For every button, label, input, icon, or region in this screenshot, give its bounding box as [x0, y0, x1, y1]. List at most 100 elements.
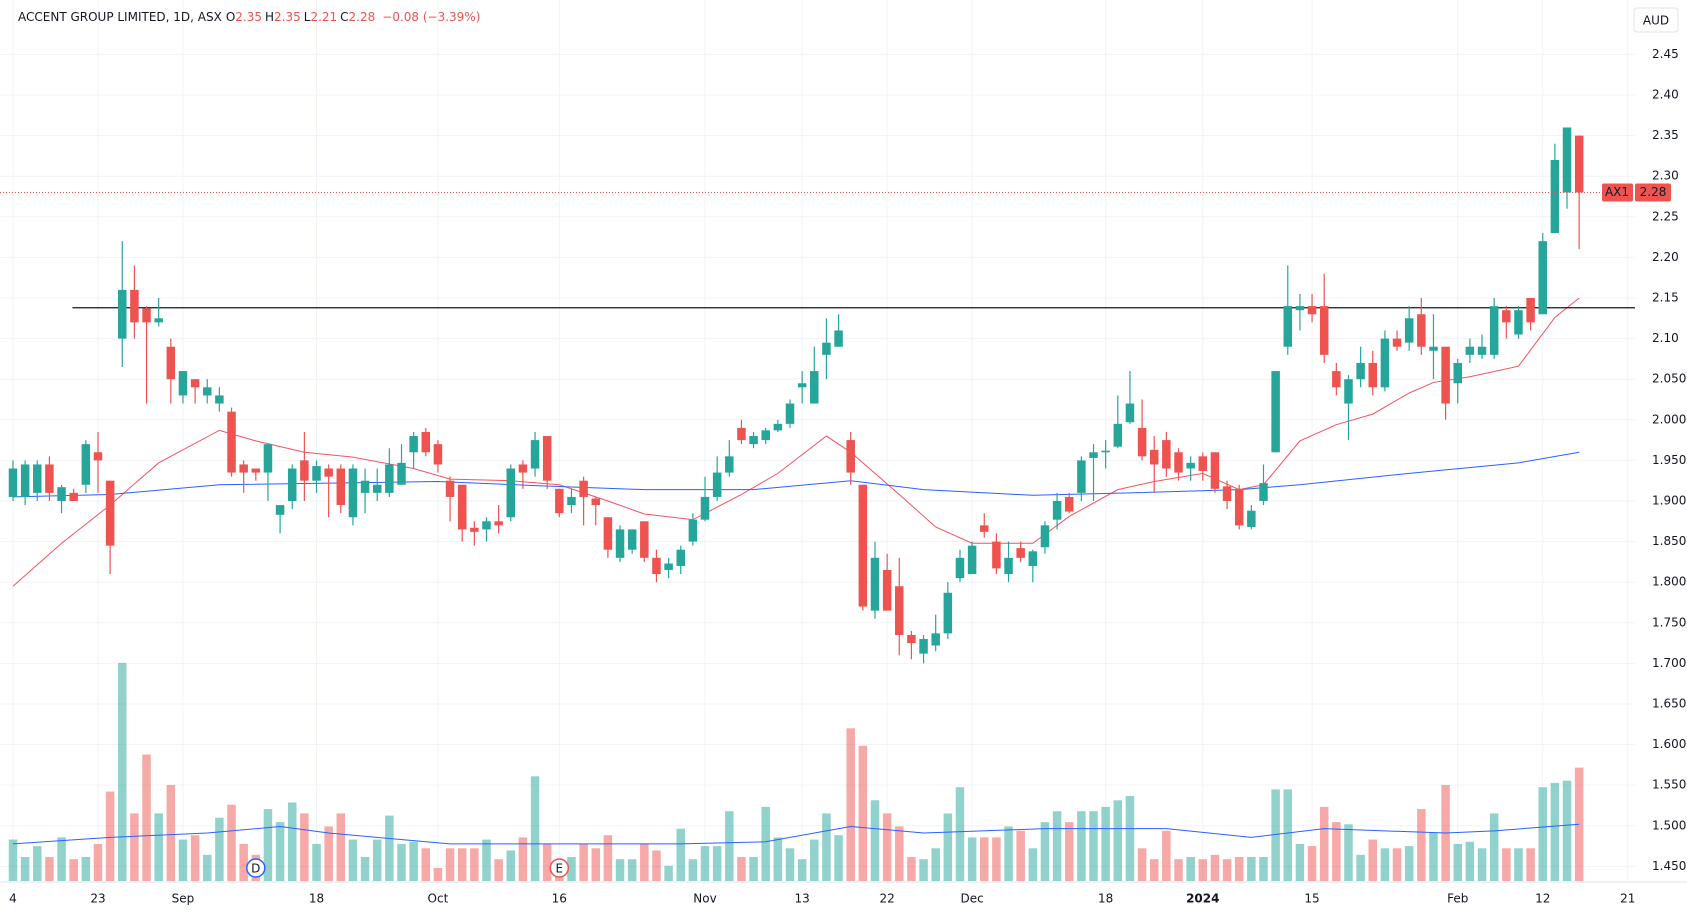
candle-body [227, 411, 236, 473]
volume-bar [445, 848, 455, 881]
candle-body [955, 557, 965, 579]
candle-body [397, 462, 406, 485]
moving-average-line [12, 297, 1580, 587]
volume-bar [20, 857, 30, 881]
currency-label: AUD [1643, 14, 1669, 28]
candle-body [57, 487, 66, 501]
field-value: 2.28 [348, 10, 376, 24]
volume-bar [834, 835, 843, 881]
y-tick-label: 2.25 [1652, 209, 1679, 223]
x-tick-label: 22 [879, 892, 894, 906]
candle-body [1174, 452, 1183, 473]
volume-bar [797, 859, 807, 881]
candle-body [1234, 488, 1244, 526]
candle-body [943, 592, 953, 634]
volume-bar [421, 848, 431, 881]
volume-bar [1016, 830, 1025, 881]
volume-bar [130, 813, 139, 881]
moving-average-line [12, 823, 1580, 845]
candle-body [1465, 346, 1475, 355]
volume-bar [676, 828, 685, 881]
volume-bar [567, 857, 576, 881]
candle-body [591, 498, 600, 506]
volume-bar [1562, 780, 1572, 881]
candle-body [1332, 371, 1341, 388]
volume-bar [1210, 854, 1220, 881]
candle-body [1477, 346, 1487, 355]
candle-body [215, 395, 224, 404]
candle-body [1101, 450, 1110, 453]
y-tick-label: 1.900 [1652, 493, 1686, 507]
volume-bar [482, 839, 491, 881]
volume-bar [360, 857, 370, 881]
candle-body [785, 403, 795, 424]
candle-body [239, 464, 248, 473]
candle-body [360, 480, 370, 493]
currency-box [1633, 7, 1679, 33]
volume-bar [239, 843, 248, 881]
candle-body [33, 464, 42, 493]
candle-body [992, 541, 1001, 569]
candle-body [287, 468, 297, 501]
candle-body [1380, 338, 1390, 388]
candle-body [1441, 346, 1450, 404]
x-tick-label: 16 [552, 892, 567, 906]
x-tick-label: Feb [1447, 892, 1468, 906]
candle-body [445, 480, 455, 497]
volume-bar [542, 843, 552, 881]
candle-body [858, 484, 868, 607]
candle-body [166, 346, 176, 380]
volume-bar [433, 867, 443, 881]
y-tick-label: 2.15 [1652, 290, 1679, 304]
volume-bar [1489, 813, 1499, 881]
price-line-name: AX1 [1605, 185, 1629, 199]
candle-body [882, 570, 892, 611]
volume-bar [1526, 848, 1535, 881]
volume-bar [1028, 848, 1038, 881]
candle-body [895, 586, 904, 635]
volume-bar [858, 745, 868, 881]
volume-bar [688, 859, 698, 881]
candle-body [1040, 525, 1050, 548]
volume-bar [1307, 846, 1317, 881]
candle-body [81, 444, 91, 485]
candle-body [761, 430, 770, 441]
volume-bar [870, 800, 880, 881]
volume-bar [1417, 809, 1426, 881]
field-label: L [303, 10, 311, 24]
volume-bar [967, 837, 977, 881]
candle-body [142, 308, 151, 323]
candle-body [154, 318, 163, 323]
candle-body [8, 468, 18, 497]
ohlc-fields: O2.35 H2.35 L2.21 C2.28 [226, 10, 378, 24]
candle-body [506, 468, 516, 518]
candle-body [457, 484, 467, 530]
volume-bar [943, 813, 953, 881]
volume-bar [372, 839, 382, 881]
candle-body [190, 379, 200, 388]
volume-bar [385, 815, 394, 881]
volume-bar [530, 776, 540, 881]
volume-bar [1514, 848, 1523, 881]
candle-body [1271, 371, 1280, 453]
field-value: 2.21 [310, 10, 338, 24]
candle-body [1004, 557, 1013, 575]
y-tick-label: 2.35 [1652, 128, 1679, 142]
x-tick-label: 12 [1535, 892, 1550, 906]
candle-body [652, 557, 661, 575]
candle-body [1247, 510, 1256, 527]
last-price-tag [1635, 183, 1671, 202]
candle-body [1283, 306, 1293, 347]
volume-bar [1137, 848, 1147, 881]
volume-bar [1429, 833, 1438, 881]
volume-bar [1004, 826, 1013, 881]
candle-body [530, 440, 540, 469]
volume-bar [287, 802, 297, 881]
volume-bar [615, 859, 625, 881]
volume-bar [1174, 859, 1183, 881]
volume-bar [1113, 800, 1123, 881]
volume-bar [202, 854, 212, 881]
volume-bar [33, 846, 42, 881]
volume-bar [895, 826, 904, 881]
